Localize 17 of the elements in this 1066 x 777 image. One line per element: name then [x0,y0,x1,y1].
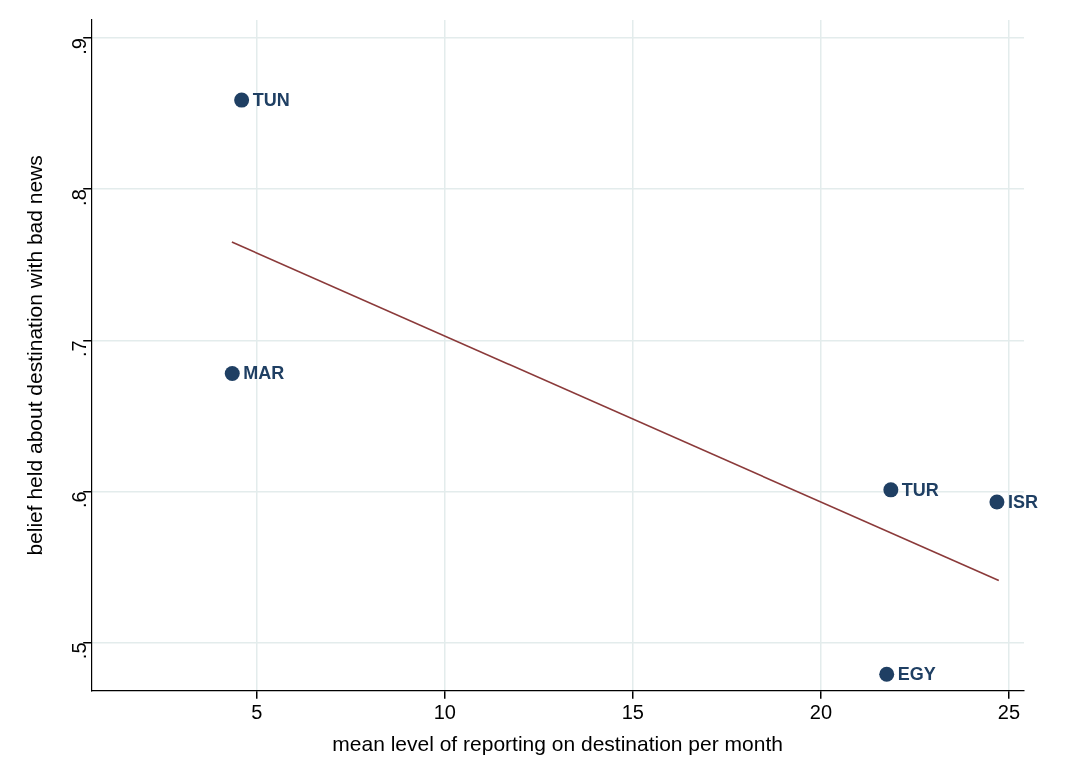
x-tick-label: 5 [251,701,263,724]
y-axis-title: belief held about destination with bad news [23,155,47,556]
annotation: TUN [252,90,290,111]
y-tick-label: .7 [67,340,90,357]
y-tick-label: .5 [67,642,90,660]
x-tick-label: 10 [433,701,456,724]
y-tick-label: .9 [67,38,90,55]
y-tick-label: .8 [67,189,90,206]
annotation: TUR [901,479,939,500]
annotation: EGY [897,664,936,685]
x-tick-label: 20 [809,701,833,724]
x-tick-label: 25 [997,701,1021,724]
annotation: ISR [1007,491,1038,512]
x-axis-title: mean level of reporting on destination per month [332,732,783,756]
x-tick-label: 15 [621,701,644,724]
y-tick-label: .6 [67,491,90,509]
annotation: MAR [243,363,285,384]
